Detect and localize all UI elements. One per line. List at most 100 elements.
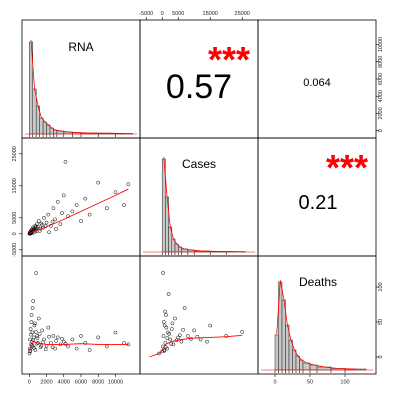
scatter-point [63,341,68,346]
scatter-point [182,306,187,310]
scatter-point [169,327,174,331]
scatter-point [87,212,92,217]
scatter-point [167,332,172,336]
scatter-point [32,323,37,328]
scatter-point [122,203,126,207]
corr-value-cases-deaths: 0.21 [299,192,338,214]
scatter-point [27,346,32,351]
scatter-point [51,334,56,338]
scatter-point [36,316,41,321]
scatter-point [171,342,176,347]
tick-label: 100 [340,380,349,386]
hist-bar [285,324,290,371]
scatter-point [34,341,39,346]
scatter-point [113,330,118,335]
scatter-point [74,203,79,207]
scatter-point [55,199,60,204]
scatter-point [105,206,109,211]
density-curve [276,280,356,370]
scatter-point [30,343,34,347]
scatter-point [46,212,51,217]
scatter-point [53,217,58,222]
scatter-point [70,337,75,342]
scatter-point [96,180,101,185]
scatter-point [240,329,245,334]
tick-label: 100 [378,282,384,291]
tick-label: 4000 [58,380,70,386]
scatter-point [54,339,58,343]
tick-label: 6000 [75,380,87,386]
hist-bar [42,121,47,135]
hist-bar [53,129,58,135]
tick-label: 8000 [92,380,104,386]
scatter-point [74,346,79,351]
scatter-point [42,215,46,220]
var-label-cases: Cases [182,157,216,171]
scatter-point [44,220,49,225]
scatter-point [87,348,92,352]
scatter-point [36,219,41,223]
corr-significance-rna-cases: *** [208,39,250,80]
hist-bar [292,349,297,371]
panel-deaths-hist [257,255,377,375]
scatter-point [161,320,166,324]
scatter-point [170,321,175,326]
tick-label: 50 [378,319,384,325]
scatter-point [31,299,36,303]
scatter-point [157,351,161,356]
scatter-point [198,337,203,342]
tick-label: 10000 [108,380,123,386]
panel-deaths-cases-scatter [139,255,259,375]
scatter-point [29,320,34,324]
scatter-point [37,332,42,336]
scatter-point [168,337,173,342]
scatter-point [79,219,83,223]
scatter-point [61,193,66,198]
var-label-deaths: Deaths [299,275,337,289]
tick-label: 2000 [40,380,52,386]
scatter-point [83,341,88,345]
scatter-point [29,332,33,337]
scatter-point [46,325,51,330]
hist-bar [39,117,44,135]
tick-label: 0 [28,380,31,386]
tick-label: 8000 [378,56,384,68]
scatter-point [54,227,58,231]
tick-label: 0 [273,380,276,386]
scatter-point [50,219,55,224]
scatter-point [113,190,118,195]
scatter-point [51,206,56,211]
ticks-right-rna: 10000 8000 6000 4000 2000 0 [376,37,384,132]
scatter-point [164,325,169,330]
scatter-point [79,334,83,338]
trend-line [29,188,129,234]
scatter-point [181,327,185,332]
scatter-point [105,344,109,349]
tick-label: 0 [12,232,18,235]
scatter-point [166,292,171,296]
scatter-point [66,344,70,349]
scatter-point [29,313,34,317]
scatter-point [164,313,168,317]
scatter-point [60,211,64,215]
ticks-left-cases: 25000 15000 5000 0 -5000 [12,146,22,257]
density-curve [163,157,236,252]
hist-bar [295,355,300,371]
scatter-point [162,348,167,353]
scatter-point [39,221,44,226]
scatter-point [34,271,39,275]
ticks-bottom-rna: 0 2000 4000 6000 8000 10000 [28,374,123,386]
scatter-point [163,309,167,314]
scatter-point [35,334,39,338]
scatter-point [31,335,36,340]
scatter-point [28,348,33,353]
scatter-point [32,346,36,350]
ticks-bottom-deaths: 0 50 100 [273,374,350,386]
hist-bar [288,339,293,371]
scatter-point [63,159,68,164]
hist-bar [274,334,279,371]
scatter-point [162,323,167,328]
panel-deaths-rna-scatter [21,255,141,375]
scatter-cases-deaths [149,271,245,358]
ticks-right-deaths: 100 50 0 [376,282,384,359]
